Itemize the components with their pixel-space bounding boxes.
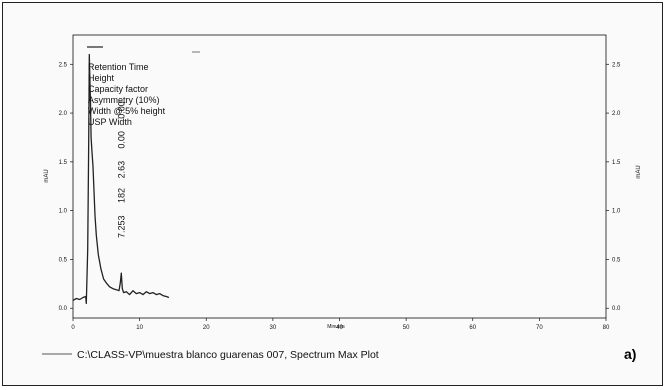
y-tick-label-left-2: 1.0	[59, 209, 68, 215]
annotation-label-0: Retention Time	[88, 62, 149, 72]
y-tick-label-right-3: 1.5	[612, 160, 621, 166]
x-tick-label-7: 70	[536, 325, 543, 331]
annotation-label-4: Width @ 5% height	[88, 106, 166, 116]
peak-value-0: 7.253	[116, 215, 126, 238]
panel-label: a)	[624, 346, 636, 362]
peak-value-3: 0.00	[116, 131, 126, 149]
y-tick-label-right-4: 2.0	[612, 111, 621, 117]
y-axis-title-left: mAU	[44, 169, 50, 182]
legend-entry: C:\CLASS-VP\muestra blanco guarenas 007,…	[77, 349, 379, 361]
chart-frame	[2, 2, 663, 386]
annotation-label-3: Asymmetry (10%)	[88, 95, 160, 105]
annotation-label-5: USP Width	[88, 117, 132, 127]
y-tick-label-right-0: 0.0	[612, 306, 621, 312]
x-tick-label-1: 10	[136, 325, 143, 331]
y-tick-label-left-5: 2.5	[59, 62, 68, 68]
x-axis-title: Minutes	[327, 324, 345, 330]
y-axis-ticks-left: 0.0 0.5 1.0 1.5 2.0 2.5	[59, 62, 73, 312]
x-tick-label-3: 30	[270, 325, 277, 331]
x-axis-ticks: 0 10 20 30 40 50 60 70 80	[71, 318, 610, 331]
x-tick-label-8: 80	[603, 325, 610, 331]
annotation-label-1: Height	[88, 73, 115, 83]
y-tick-label-right-5: 2.5	[612, 62, 621, 68]
y-tick-label-left-0: 0.0	[59, 306, 68, 312]
x-tick-label-4: 40	[336, 325, 343, 331]
x-tick-label-5: 50	[403, 325, 410, 331]
x-tick-label-6: 60	[469, 325, 476, 331]
peak-annotation-values: 7.253 182 2.63 0.00 0.00	[116, 101, 126, 238]
annotation-label-2: Capacity factor	[88, 84, 148, 94]
plot-area	[72, 34, 607, 319]
y-tick-label-right-1: 0.5	[612, 257, 621, 263]
y-tick-label-left-4: 2.0	[59, 111, 68, 117]
x-tick-label-2: 20	[203, 325, 210, 331]
series-line-spectrum-max-plot	[72, 53, 170, 305]
y-tick-label-left-1: 0.5	[59, 257, 68, 263]
peak-value-2: 2.63	[116, 161, 126, 179]
y-axis-ticks-right: 0.0 0.5 1.0 1.5 2.0 2.5	[606, 62, 621, 312]
x-tick-label-0: 0	[71, 325, 75, 331]
y-tick-label-right-2: 1.0	[612, 209, 621, 215]
y-axis-title-right: mAU	[636, 165, 642, 178]
y-tick-label-left-3: 1.5	[59, 160, 68, 166]
peak-value-4: 0.00	[116, 101, 126, 119]
peak-value-1: 182	[116, 188, 126, 203]
